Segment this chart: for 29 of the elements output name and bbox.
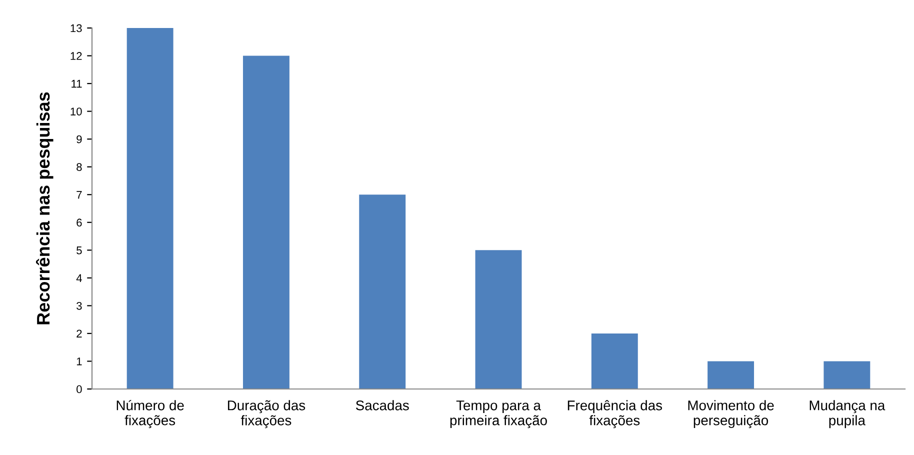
y-tick-label: 7 (76, 190, 82, 199)
y-tick-label: 13 (70, 24, 82, 32)
y-tick-label: 8 (76, 163, 82, 171)
x-tick-label: Tempo para a primeira fixação (450, 400, 547, 428)
bar (708, 361, 754, 389)
y-tick-label: 11 (72, 80, 82, 88)
bar (126, 28, 174, 389)
y-tick-label: 3 (76, 302, 82, 310)
bar (475, 250, 522, 389)
x-tick-label: Número de fixações (116, 400, 184, 428)
y-tick-label: 0 (76, 385, 82, 394)
y-tick-label: 1 (76, 358, 82, 366)
y-tick-label: 4 (76, 274, 82, 282)
y-axis-title: Recorrência nas pesquisas (36, 92, 54, 324)
y-tick-label: 5 (76, 246, 82, 254)
x-tick-label: Movimento de perseguição (688, 400, 774, 428)
x-tick-label: Frequência das fixações (568, 400, 662, 428)
bar (242, 56, 290, 389)
y-tick-label: 12 (70, 52, 82, 60)
x-tick-label: Mudança na pupila (810, 400, 886, 428)
x-tick-label: Duração das fixações (228, 400, 306, 428)
y-tick-label: 2 (76, 330, 82, 338)
bar (824, 361, 870, 389)
x-tick-label: Sacadas (356, 400, 409, 410)
bar (359, 194, 406, 389)
y-tick-label: 6 (76, 218, 82, 227)
y-tick-label: 9 (76, 135, 82, 144)
bar (591, 333, 638, 389)
y-tick-label: 10 (70, 108, 82, 116)
